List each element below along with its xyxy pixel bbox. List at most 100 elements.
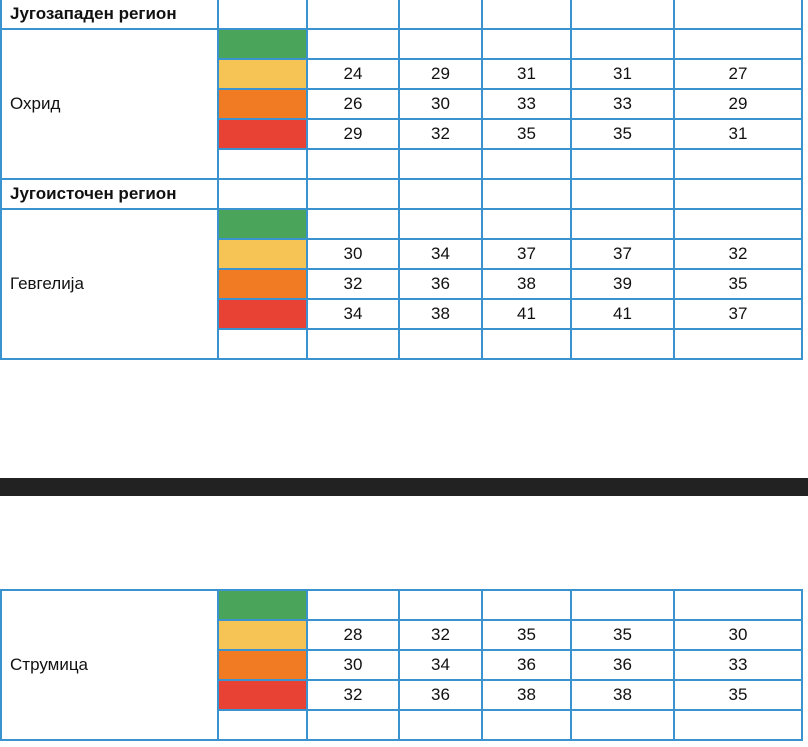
empty-cell xyxy=(570,328,675,360)
orange-swatch xyxy=(217,268,308,300)
value-cell: 30 xyxy=(673,619,803,651)
empty-cell xyxy=(398,208,483,240)
value-cell: 37 xyxy=(570,238,675,270)
value-cell: 29 xyxy=(306,118,400,150)
value-cell: 41 xyxy=(481,298,572,330)
table-row xyxy=(1,328,803,360)
empty-cell xyxy=(673,328,803,360)
value-cell: 30 xyxy=(306,238,400,270)
value-cell: 30 xyxy=(306,649,400,681)
value-cell: 24 xyxy=(306,58,400,90)
empty-cell xyxy=(570,208,675,240)
value-cell: 37 xyxy=(673,298,803,330)
yellow-swatch xyxy=(217,619,308,651)
city-name-strumica: Струмица xyxy=(0,589,219,741)
table-row: 24 29 31 31 27 xyxy=(1,58,803,90)
empty-cell xyxy=(673,28,803,60)
empty-cell xyxy=(570,28,675,60)
empty-cell xyxy=(398,28,483,60)
empty-cell xyxy=(570,589,675,621)
table-row: 26 30 33 33 29 xyxy=(1,88,803,120)
table-row: Охрид xyxy=(0,28,803,180)
temperature-table-bottom: Струмица 28 32 35 35 30 30 34 36 36 33 3… xyxy=(0,589,803,741)
value-cell: 36 xyxy=(398,679,483,711)
value-cell: 36 xyxy=(570,649,675,681)
value-cell: 33 xyxy=(570,88,675,120)
value-cell: 32 xyxy=(306,679,400,711)
value-cell: 36 xyxy=(398,268,483,300)
region-header-row: Југозападен регион xyxy=(0,0,803,30)
empty-cell xyxy=(398,0,483,30)
table-row: Струмица xyxy=(0,589,803,741)
empty-cell xyxy=(398,148,483,180)
empty-cell xyxy=(570,709,675,741)
value-cell: 35 xyxy=(673,268,803,300)
city-name-gevgelija: Гевгелија xyxy=(0,208,219,360)
orange-swatch xyxy=(217,649,308,681)
value-cell: 34 xyxy=(306,298,400,330)
empty-cell xyxy=(398,178,483,210)
green-swatch xyxy=(217,208,308,240)
table-row: 28 32 35 35 30 xyxy=(1,619,803,651)
value-cell: 31 xyxy=(570,58,675,90)
empty-cell xyxy=(673,148,803,180)
orange-swatch xyxy=(217,88,308,120)
empty-cell xyxy=(481,148,572,180)
city-name-ohrid: Охрид xyxy=(0,28,219,180)
value-cell: 41 xyxy=(570,298,675,330)
value-cell: 31 xyxy=(481,58,572,90)
red-swatch xyxy=(217,298,308,330)
empty-cell xyxy=(217,709,308,741)
table-row: 32 36 38 39 35 xyxy=(1,268,803,300)
value-cell: 35 xyxy=(673,679,803,711)
temperature-table-top: Југозападен регион Охрид 24 29 31 31 27 … xyxy=(0,0,803,360)
empty-cell xyxy=(306,0,400,30)
yellow-swatch xyxy=(217,58,308,90)
empty-cell xyxy=(481,0,572,30)
red-swatch xyxy=(217,118,308,150)
empty-cell xyxy=(217,328,308,360)
empty-cell xyxy=(217,148,308,180)
value-cell: 38 xyxy=(481,268,572,300)
empty-cell xyxy=(481,328,572,360)
value-cell: 33 xyxy=(481,88,572,120)
region-title-southeast: Југоисточен регион xyxy=(0,178,219,210)
value-cell: 38 xyxy=(398,298,483,330)
empty-cell xyxy=(481,208,572,240)
value-cell: 35 xyxy=(481,619,572,651)
table-row: 30 34 37 37 32 xyxy=(1,238,803,270)
empty-cell xyxy=(306,709,400,741)
value-cell: 39 xyxy=(570,268,675,300)
value-cell: 30 xyxy=(398,88,483,120)
value-cell: 34 xyxy=(398,649,483,681)
empty-cell xyxy=(306,589,400,621)
value-cell: 35 xyxy=(570,118,675,150)
empty-cell xyxy=(570,0,675,30)
red-swatch xyxy=(217,679,308,711)
value-cell: 34 xyxy=(398,238,483,270)
empty-cell xyxy=(306,148,400,180)
value-cell: 36 xyxy=(481,649,572,681)
empty-cell xyxy=(217,178,308,210)
empty-cell xyxy=(570,178,675,210)
empty-cell xyxy=(398,709,483,741)
empty-cell xyxy=(481,709,572,741)
value-cell: 38 xyxy=(570,679,675,711)
value-cell: 27 xyxy=(673,58,803,90)
empty-cell xyxy=(481,28,572,60)
value-cell: 32 xyxy=(306,268,400,300)
empty-cell xyxy=(306,178,400,210)
value-cell: 28 xyxy=(306,619,400,651)
table-row xyxy=(1,148,803,180)
empty-cell xyxy=(673,589,803,621)
empty-cell xyxy=(673,178,803,210)
green-swatch xyxy=(217,589,308,621)
empty-cell xyxy=(398,589,483,621)
empty-cell xyxy=(481,178,572,210)
value-cell: 32 xyxy=(398,619,483,651)
value-cell: 29 xyxy=(673,88,803,120)
table-row: 32 36 38 38 35 xyxy=(1,679,803,711)
yellow-swatch xyxy=(217,238,308,270)
table-row: 30 34 36 36 33 xyxy=(1,649,803,681)
value-cell: 26 xyxy=(306,88,400,120)
